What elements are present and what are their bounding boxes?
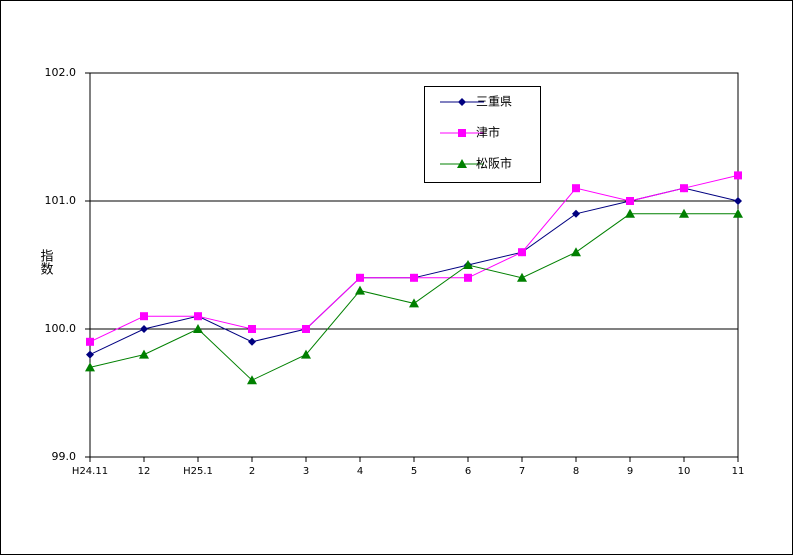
marker xyxy=(140,325,148,333)
marker xyxy=(139,349,149,359)
x-tick-label: 9 xyxy=(627,466,633,477)
marker xyxy=(248,325,256,333)
plot-area xyxy=(89,72,739,458)
x-tick-label: 6 xyxy=(465,466,471,477)
marker xyxy=(302,325,310,333)
marker xyxy=(572,209,580,218)
marker xyxy=(355,285,365,295)
marker xyxy=(626,197,634,205)
marker xyxy=(247,375,257,385)
x-tick-label: H25.1 xyxy=(183,466,213,477)
marker xyxy=(457,159,467,168)
marker xyxy=(571,247,581,257)
y-axis-title: 指数 xyxy=(38,249,54,275)
marker xyxy=(410,273,418,282)
marker xyxy=(248,337,256,346)
marker xyxy=(625,208,635,218)
marker xyxy=(458,98,466,106)
marker xyxy=(193,324,203,333)
y-tick-label: 102.0 xyxy=(45,66,77,79)
x-tick-label: 11 xyxy=(732,466,745,477)
marker xyxy=(572,184,580,193)
x-tick-label: 4 xyxy=(357,466,363,477)
x-tick-label: 12 xyxy=(138,466,151,477)
y-tick-label: 100.0 xyxy=(45,322,77,335)
y-tick-label: 99.0 xyxy=(52,450,77,463)
marker xyxy=(409,298,419,308)
marker xyxy=(194,312,202,321)
x-tick-label: 10 xyxy=(678,466,691,477)
marker xyxy=(734,171,742,180)
marker xyxy=(356,273,364,282)
marker xyxy=(85,362,95,372)
marker xyxy=(86,350,94,359)
marker xyxy=(518,248,526,257)
legend-label: 津市 xyxy=(476,125,500,140)
marker xyxy=(464,273,472,282)
x-tick-label: 5 xyxy=(411,466,417,477)
marker xyxy=(517,272,527,282)
marker xyxy=(140,312,148,321)
legend-label: 松阪市 xyxy=(476,156,512,171)
marker xyxy=(301,349,311,359)
marker xyxy=(463,260,473,269)
marker xyxy=(733,208,743,218)
marker xyxy=(734,197,742,205)
marker xyxy=(458,129,466,137)
x-tick-label: 2 xyxy=(249,466,255,477)
marker xyxy=(86,337,94,346)
legend-label: 三重県 xyxy=(476,95,512,109)
marker xyxy=(679,208,689,218)
x-tick-label: 3 xyxy=(303,466,309,477)
x-tick-label: 7 xyxy=(519,466,525,477)
x-tick-label: 8 xyxy=(573,466,579,477)
x-tick-label: H24.11 xyxy=(72,466,108,477)
marker xyxy=(680,184,688,193)
y-tick-label: 101.0 xyxy=(45,194,77,207)
